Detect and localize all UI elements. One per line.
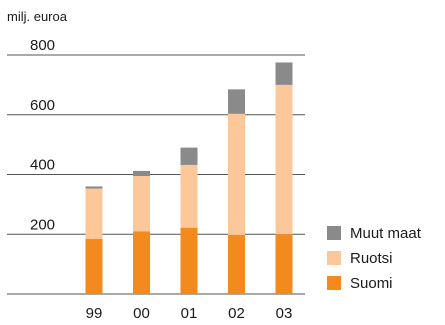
legend-swatch-ruotsi (327, 251, 341, 265)
legend-label-ruotsi: Ruotsi (350, 250, 393, 267)
bar-01-suomi (180, 227, 198, 294)
unit-label: milj. euroa (7, 9, 68, 24)
y-tick-labels: 200 400 600 800 (30, 37, 55, 233)
legend: Muut maat Ruotsi Suomi (327, 225, 422, 292)
x-tick-label-00: 00 (133, 305, 150, 320)
bar-99-suomi (85, 238, 103, 294)
bar-99-muut-maat (85, 186, 103, 189)
y-tick-label-400: 400 (30, 157, 55, 174)
legend-swatch-muut-maat (327, 226, 341, 240)
bar-02-muut-maat (228, 89, 245, 114)
y-tick-label-600: 600 (30, 97, 55, 114)
bar-01-muut-maat (180, 147, 198, 165)
bar-00-suomi (133, 231, 150, 294)
x-tick-label-02: 02 (228, 305, 245, 320)
x-tick-label-01: 01 (181, 305, 198, 320)
bar-99-ruotsi (85, 188, 103, 239)
bar-02-suomi (228, 234, 245, 294)
gridlines (7, 54, 305, 295)
bar-03-muut-maat (275, 62, 293, 85)
bar-03-suomi (275, 234, 293, 294)
bar-01-ruotsi (180, 164, 198, 228)
bar-00-muut-maat (133, 170, 150, 176)
x-tick-labels: 99 00 01 02 03 (86, 305, 293, 322)
bar-02-ruotsi (228, 113, 245, 235)
bars (85, 62, 293, 294)
x-tick-label-03: 03 (276, 305, 293, 320)
legend-swatch-suomi (327, 276, 341, 290)
y-tick-label-200: 200 (30, 216, 55, 233)
bar-00-ruotsi (133, 175, 150, 232)
y-tick-label-800: 800 (30, 37, 55, 54)
legend-label-muut-maat: Muut maat (350, 225, 422, 242)
bar-03-ruotsi (275, 84, 293, 235)
legend-label-suomi: Suomi (350, 275, 393, 292)
x-tick-label-99: 99 (86, 305, 103, 320)
